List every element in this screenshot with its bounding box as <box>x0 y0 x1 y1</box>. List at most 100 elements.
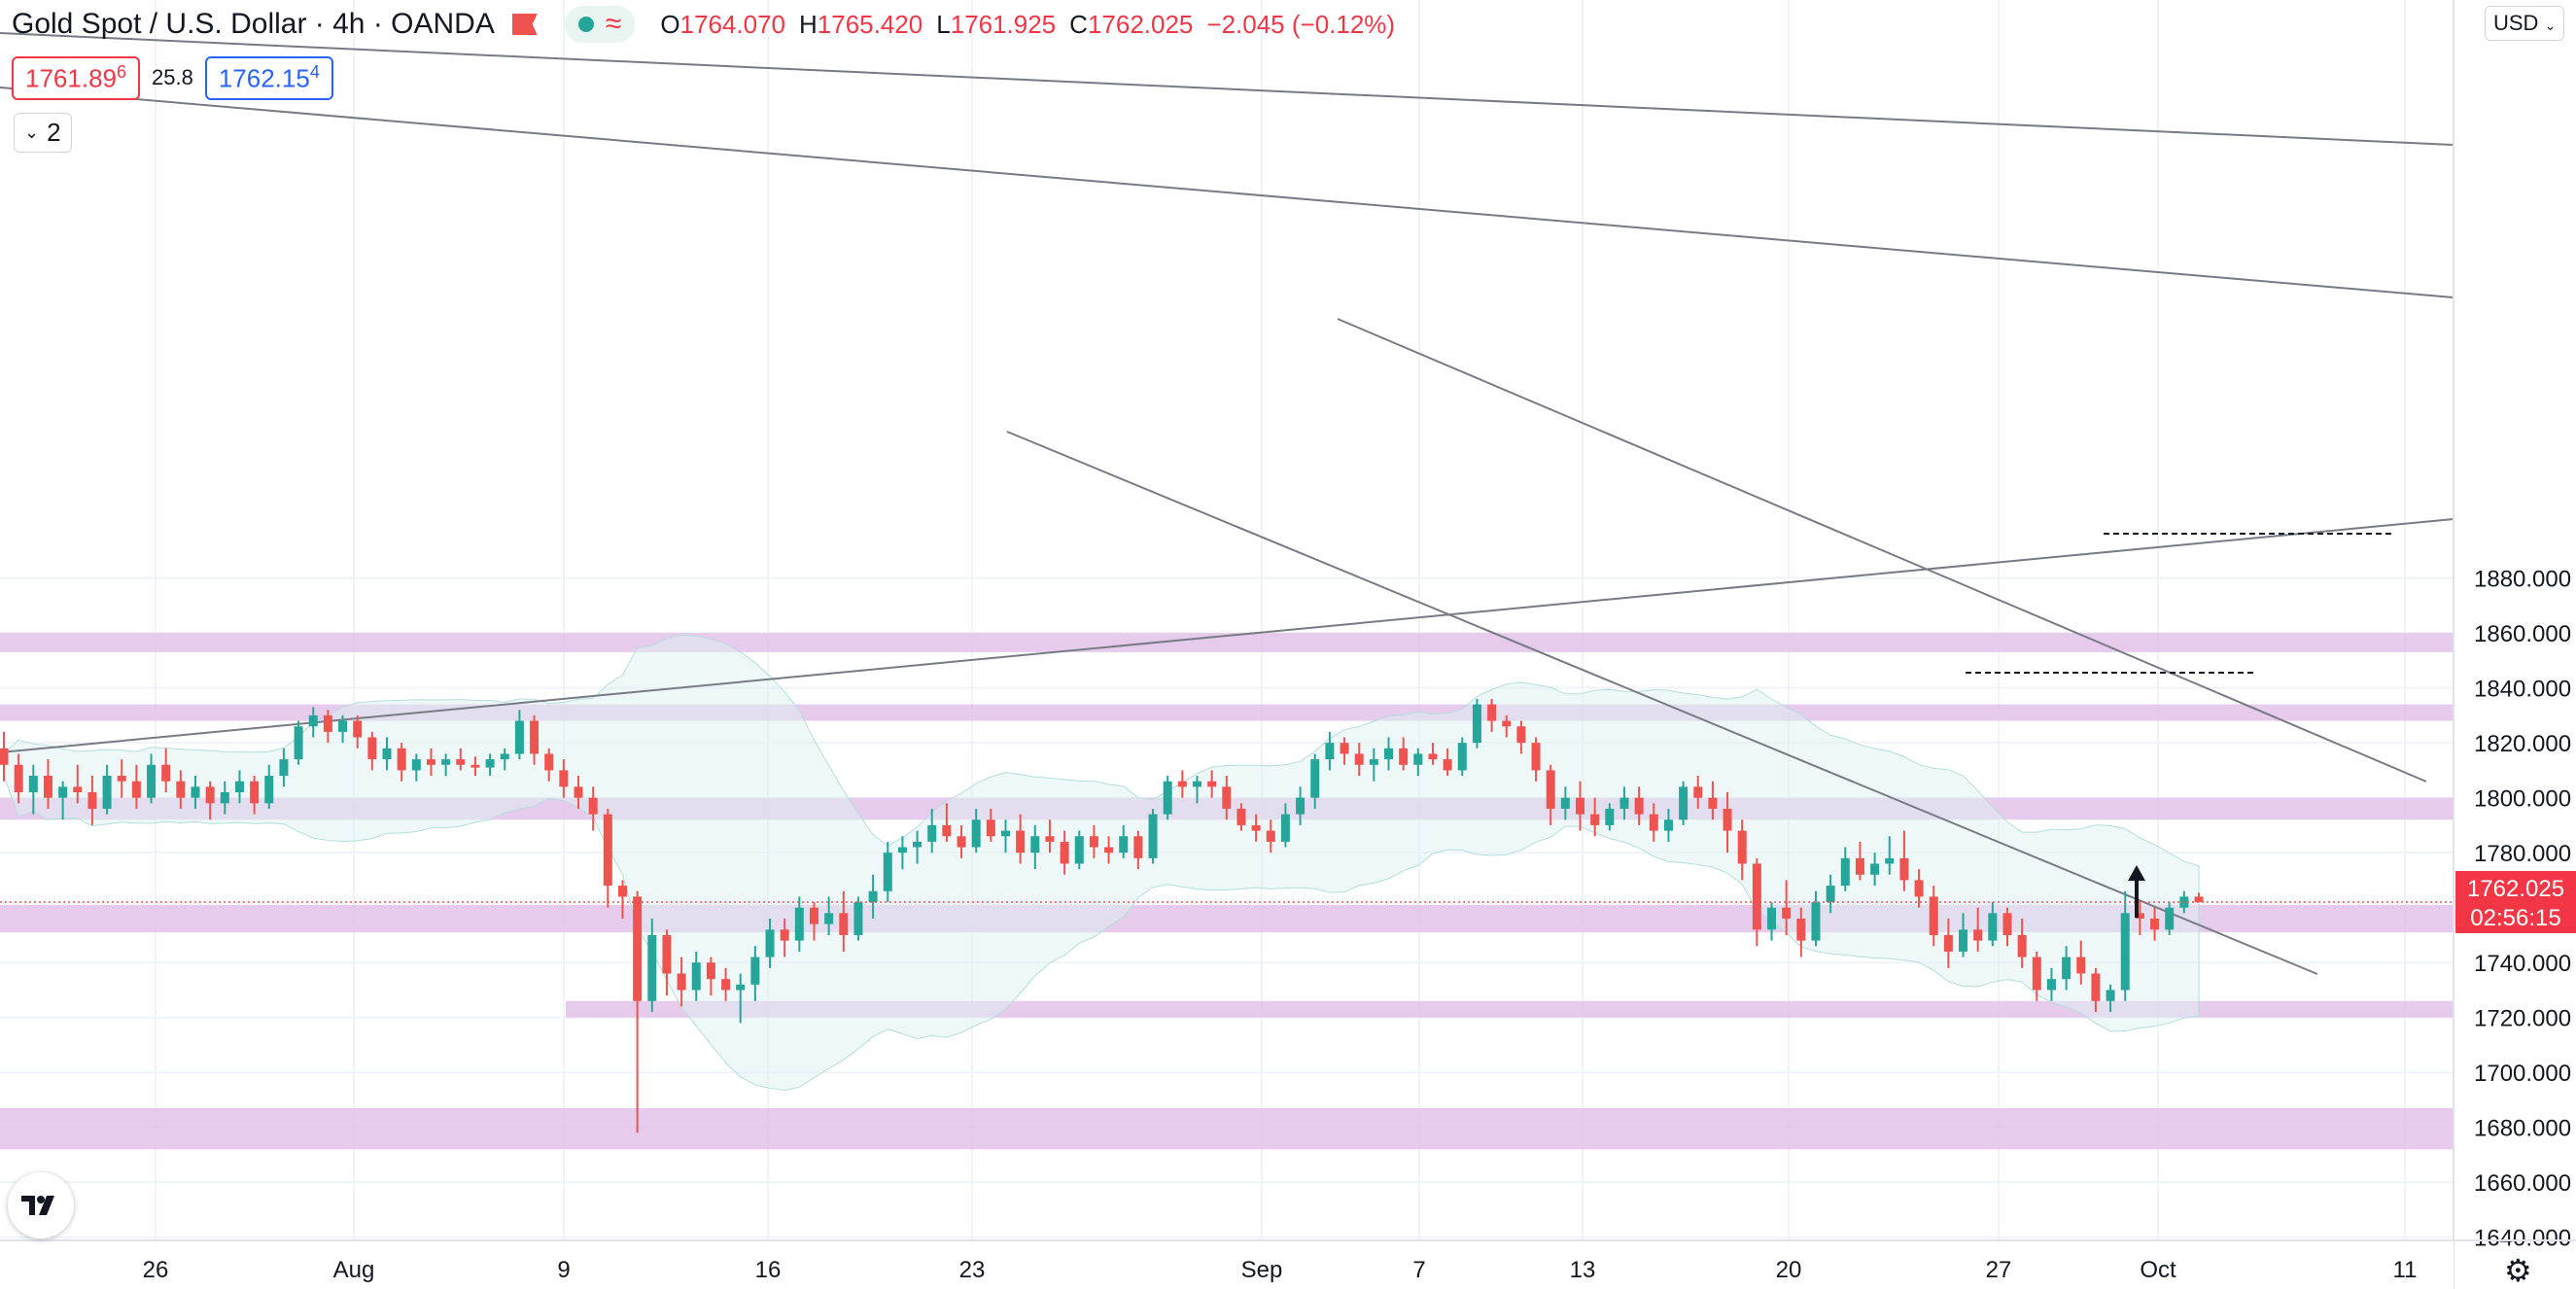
price-tick-label: 1720.000 <box>2474 1006 2571 1032</box>
grid <box>0 0 2454 1240</box>
candle-body <box>1619 797 1629 809</box>
candle-body <box>780 929 789 941</box>
candle-body <box>617 886 627 897</box>
high-label: H <box>799 9 818 39</box>
symbol-title[interactable]: Gold Spot / U.S. Dollar · 4h · OANDA <box>12 8 495 40</box>
currency-button[interactable]: USD ⌄ <box>2485 6 2565 41</box>
candle-body <box>1089 836 1098 848</box>
time-axis-bg <box>0 1240 2454 1289</box>
candle-body <box>353 720 363 738</box>
candle-body <box>234 781 244 793</box>
bid-price-sup: 6 <box>116 62 126 82</box>
candle-body <box>2062 957 2071 980</box>
trend-line <box>0 32 2454 146</box>
indicators-toggle-button[interactable]: ⌄ 2 <box>14 113 72 153</box>
time-tick-label: 7 <box>1412 1257 1425 1283</box>
price-tick-label: 1880.000 <box>2474 567 2571 593</box>
candle-body <box>1016 830 1026 854</box>
candle-body <box>87 792 97 809</box>
time-tick-label: 13 <box>1570 1257 1596 1283</box>
flag-icon[interactable] <box>511 14 538 35</box>
close-value: 1762.025 <box>1087 9 1194 39</box>
status-pill[interactable]: ≈ <box>564 6 636 43</box>
ohlc-values: O1764.070 H1765.420 L1761.925 C1762.025 … <box>660 10 1395 40</box>
candle-body <box>588 797 598 815</box>
bollinger-band-fill <box>3 634 2200 1092</box>
time-tick-label: Oct <box>2140 1257 2176 1283</box>
candle-body <box>1516 726 1526 744</box>
candle-body <box>1634 797 1644 815</box>
candle-body <box>1296 797 1305 815</box>
price-tick-label: 1700.000 <box>2474 1061 2571 1087</box>
candle-body <box>2165 907 2175 930</box>
price-tick-label: 1860.000 <box>2474 621 2571 647</box>
bid-price: 1761.89 <box>25 63 117 93</box>
candle-body <box>2194 896 2204 902</box>
candle-body <box>633 896 643 1001</box>
price-tick-label: 1820.000 <box>2474 731 2571 757</box>
candle-body <box>1384 748 1394 760</box>
candle-body <box>264 776 274 804</box>
candle-body <box>1929 896 1938 935</box>
candle-body <box>2017 934 2027 958</box>
time-tick-label: 9 <box>557 1257 570 1283</box>
candle-body <box>2002 913 2012 935</box>
candle-body <box>411 759 421 771</box>
open-label: O <box>660 9 680 39</box>
time-tick-label: 23 <box>959 1257 986 1283</box>
candle-body <box>809 907 818 924</box>
buy-button[interactable]: 1762.154 <box>204 56 333 100</box>
candle-body <box>2076 957 2086 974</box>
candle-body <box>2150 918 2160 930</box>
candle-body <box>1663 819 1673 831</box>
currency-label: USD <box>2493 11 2539 35</box>
candle-body <box>514 720 524 754</box>
low-value: 1761.925 <box>950 9 1057 39</box>
candle-body <box>691 962 701 991</box>
candle-body <box>1340 743 1349 754</box>
candle-body <box>1310 759 1320 798</box>
candle-body <box>485 759 495 768</box>
sr-zone <box>566 1000 2454 1018</box>
time-tick-label: Aug <box>333 1257 375 1283</box>
candle-body <box>971 819 981 848</box>
candle-body <box>839 913 849 935</box>
candle-body <box>2106 990 2115 1001</box>
candle-body <box>1914 880 1924 897</box>
candle-body <box>824 913 834 924</box>
candle-body <box>250 781 260 804</box>
candle-body <box>161 764 171 782</box>
logo-mark-icon <box>21 1196 54 1215</box>
settings-gear-icon[interactable]: ⚙ <box>2504 1253 2532 1288</box>
price-tick-label: 1840.000 <box>2474 677 2571 703</box>
candle-body <box>530 720 540 754</box>
candle-body <box>957 836 966 848</box>
candle-body <box>544 753 554 771</box>
candle-body <box>1428 753 1438 760</box>
candle-body <box>338 720 348 732</box>
candle-body <box>1767 907 1777 930</box>
candle-body <box>1045 836 1055 842</box>
candle-body <box>736 984 746 991</box>
candle-body <box>1840 857 1850 887</box>
candle-body <box>853 902 863 935</box>
candle-body <box>294 726 303 760</box>
candle-body <box>706 962 715 980</box>
sell-button[interactable]: 1761.896 <box>12 56 140 100</box>
candle-body <box>897 847 907 854</box>
tradingview-logo-icon[interactable] <box>8 1172 74 1238</box>
candle-body <box>147 764 157 798</box>
candle-body <box>1074 836 1084 864</box>
time-tick-label: Sep <box>1241 1257 1283 1283</box>
ask-price-sup: 4 <box>309 62 320 82</box>
candle-body <box>191 786 200 798</box>
candle-body <box>1546 770 1555 809</box>
time-tick-label: 20 <box>1776 1257 1802 1283</box>
candle-body <box>1193 781 1202 787</box>
candle-body <box>1959 929 1968 952</box>
time-tick-label: 27 <box>1986 1257 2012 1283</box>
price-axis: 1640.000 1660.000 1680.000 1700.000 1720.000… <box>2453 0 2576 1289</box>
candle-body <box>14 764 23 793</box>
